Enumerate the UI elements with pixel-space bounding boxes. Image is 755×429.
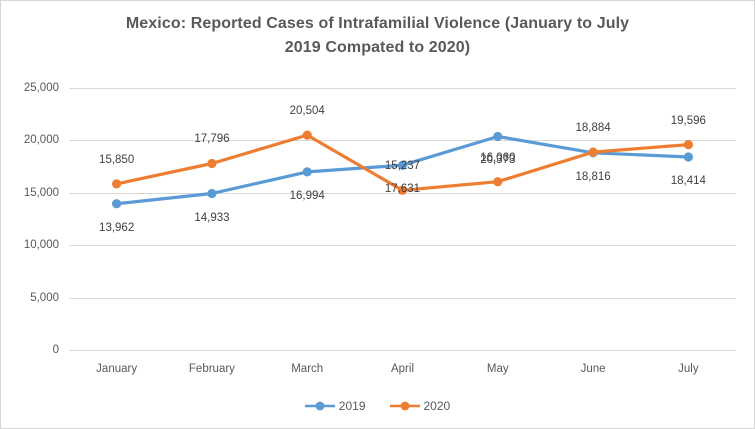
legend-line-marker-icon <box>304 401 335 411</box>
data-point-marker-2020 <box>302 130 312 140</box>
chart-title-line-1: Mexico: Reported Cases of Intrafamilial … <box>125 15 630 32</box>
data-point-marker-2020 <box>588 147 598 157</box>
x-axis-labels: January February March April May June July <box>69 363 736 379</box>
x-axis-label: May <box>486 363 509 375</box>
series-plot <box>112 130 694 209</box>
y-axis-tick-label: 20,000 <box>23 134 59 147</box>
x-axis-label: February <box>188 363 235 375</box>
y-axis-tick-label: 5,000 <box>30 291 59 304</box>
gridline <box>69 140 736 142</box>
y-axis-tick-label: 10,000 <box>23 239 59 252</box>
data-point-marker-2020 <box>397 185 408 195</box>
chart-title: Mexico: Reported Cases of Intrafamilial … <box>1 12 754 60</box>
legend-label: 2020 <box>423 399 451 413</box>
data-point-marker-2019 <box>112 199 122 209</box>
plot-area <box>69 88 736 351</box>
gridline <box>69 297 736 299</box>
chart-title-line-2: 2019 Compated to 2020) <box>284 39 471 56</box>
data-point-marker-2019 <box>207 188 217 199</box>
data-point-marker-2020 <box>683 140 694 150</box>
data-point-marker-2019 <box>397 160 408 170</box>
x-axis-label: March <box>291 363 324 375</box>
y-axis-tick-label: 25,000 <box>23 82 59 94</box>
x-axis-label: July <box>678 363 699 375</box>
gridline <box>69 350 736 351</box>
legend-label: 2019 <box>338 399 366 413</box>
x-axis-label: June <box>580 363 606 375</box>
legend: 2019 2020 <box>1 396 754 416</box>
data-point-marker-2019 <box>683 152 694 162</box>
x-axis-label: April <box>390 363 415 375</box>
y-axis-labels: 0 5,000 10,000 15,000 20,000 25,000 <box>1 82 59 356</box>
legend-item-2019: 2019 <box>304 399 366 413</box>
legend-item-2020: 2020 <box>389 399 451 413</box>
data-point-marker-2019 <box>493 131 503 142</box>
data-point-marker-2019 <box>302 167 312 177</box>
y-axis-tick-label: 0 <box>52 344 59 356</box>
data-point-marker-2020 <box>493 177 503 187</box>
gridline <box>69 245 736 247</box>
x-axis-label: January <box>96 363 138 375</box>
data-point-marker-2020 <box>112 179 122 189</box>
gridline <box>69 88 736 89</box>
legend-line-marker-icon <box>389 401 420 411</box>
y-axis-tick-label: 15,000 <box>23 186 59 199</box>
data-point-marker-2020 <box>207 158 217 169</box>
